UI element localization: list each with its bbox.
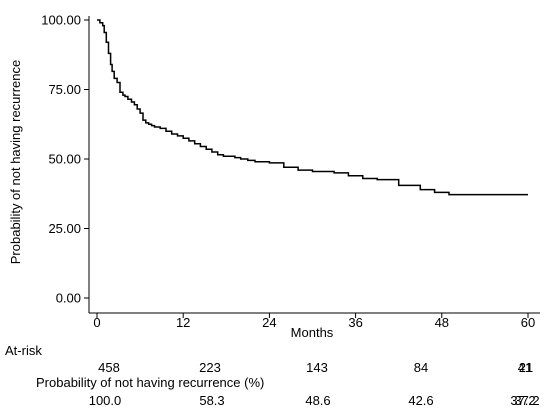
at-risk-value: 21	[518, 360, 534, 375]
x-tick-label: 24	[262, 315, 276, 330]
y-tick-label: 75.00	[48, 82, 81, 97]
at-risk-value: 458	[98, 360, 120, 375]
at-risk-value: 84	[413, 360, 429, 375]
x-tick-label: 48	[435, 315, 449, 330]
probability-value: 58.3	[199, 393, 225, 408]
probability-value: 37.2	[514, 393, 540, 408]
probability-label: Probability of not having recurrence (%)	[36, 375, 265, 390]
x-tick-label: 36	[348, 315, 362, 330]
at-risk-label: At-risk	[5, 343, 42, 358]
y-tick-label: 25.00	[48, 221, 81, 236]
probability-value: 100.0	[88, 393, 122, 408]
survival-curve	[97, 19, 528, 196]
probability-value: 42.6	[408, 393, 434, 408]
x-tick-label: 12	[176, 315, 190, 330]
x-tick-label: 60	[521, 315, 535, 330]
km-chart: 0.00 25.00 50.00 75.00 100.00 0 12 24 36 48 60 Pr…	[8, 13, 540, 340]
probability-value: 37.2	[510, 393, 536, 408]
x-axis-ticks: 0 12 24 36 48 60	[93, 313, 535, 330]
at-risk-value: 143	[306, 360, 328, 375]
x-axis-label: Months	[291, 325, 334, 340]
y-tick-label: 100.00	[41, 13, 81, 28]
x-tick-label: 0	[93, 315, 100, 330]
y-axis-label: Probability of not having recurrence	[8, 60, 23, 265]
at-risk-value: 223	[199, 360, 221, 375]
y-tick-label: 0.00	[56, 291, 81, 306]
at-risk-value: 41	[517, 360, 533, 375]
y-axis-ticks: 0.00 25.00 50.00 75.00 100.00	[41, 13, 89, 306]
probability-value: 48.6	[305, 393, 331, 408]
y-tick-label: 50.00	[48, 152, 81, 167]
